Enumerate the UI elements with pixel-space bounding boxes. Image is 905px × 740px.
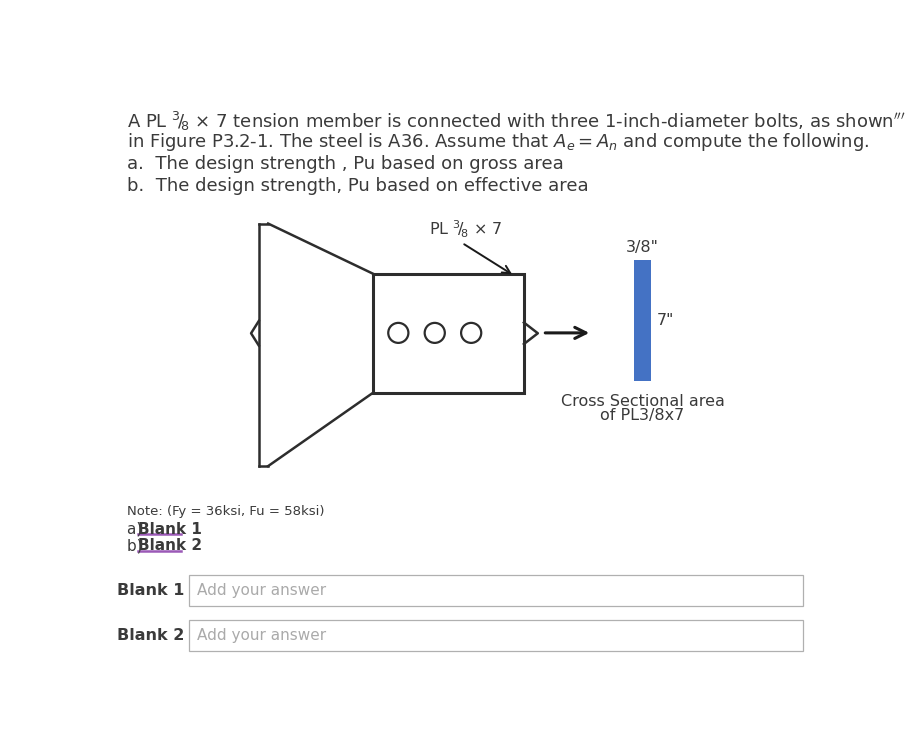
Bar [189, 620, 803, 651]
Text: in Figure P3.2-1. The steel is A36. Assume that $A_e = A_n$ and compute the foll: in Figure P3.2-1. The steel is A36. Assu… [127, 131, 870, 153]
Text: Cross Sectional area: Cross Sectional area [560, 394, 724, 408]
Text: Blank 1: Blank 1 [138, 522, 202, 536]
Circle shape [388, 323, 408, 343]
Circle shape [424, 323, 445, 343]
Text: Add your answer: Add your answer [196, 628, 326, 643]
Text: b.  The design strength, Pu based on effective area: b. The design strength, Pu based on effe… [127, 177, 588, 195]
Bar [373, 274, 524, 393]
Text: Note: (Fy = 36ksi, Fu = 58ksi): Note: (Fy = 36ksi, Fu = 58ksi) [127, 505, 325, 517]
Text: b): b) [127, 539, 148, 554]
Text: Add your answer: Add your answer [196, 583, 326, 599]
Bar [189, 576, 803, 606]
Text: Blank 1: Blank 1 [117, 583, 185, 599]
Text: 7": 7" [657, 313, 674, 328]
Text: Blank 2: Blank 2 [117, 628, 185, 643]
Circle shape [462, 323, 481, 343]
Text: of PL3/8x7: of PL3/8x7 [600, 408, 684, 423]
Text: a): a) [127, 522, 148, 536]
Text: A PL $\mathregular{^3\!/\!_8}$ $\times$ 7 tension member is connected with three: A PL $\mathregular{^3\!/\!_8}$ $\times$ … [127, 110, 905, 133]
Text: Blank 2: Blank 2 [138, 539, 202, 554]
Bar [634, 260, 651, 381]
Text: PL $\mathregular{^3\!/\!_8}$ $\times$ 7: PL $\mathregular{^3\!/\!_8}$ $\times$ 7 [429, 218, 502, 240]
Text: 3/8": 3/8" [626, 240, 659, 255]
Text: a.  The design strength , Pu based on gross area: a. The design strength , Pu based on gro… [127, 155, 564, 173]
